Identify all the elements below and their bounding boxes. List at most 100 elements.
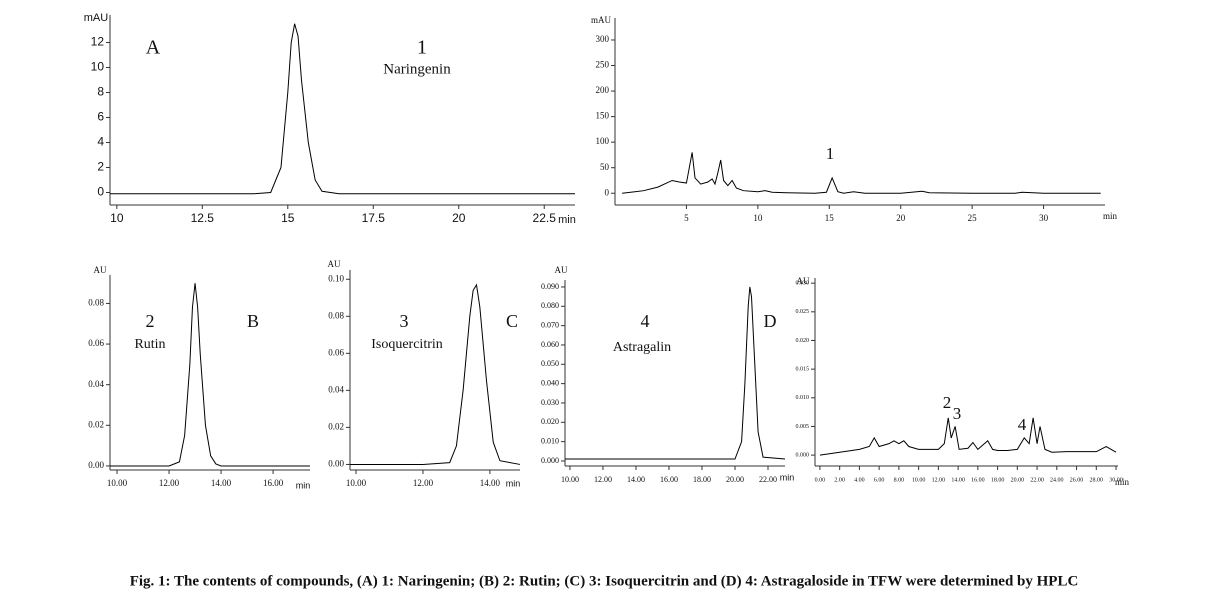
x-tick-label: 0.00 xyxy=(815,477,826,483)
x-tick-label: 28.00 xyxy=(1090,477,1104,483)
y-tick-label: 2 xyxy=(97,160,104,174)
annotation: 3 xyxy=(400,311,409,331)
annotation: 1 xyxy=(826,144,835,163)
y-tick-label: 0.030 xyxy=(796,281,810,287)
x-tick-label: 16.00 xyxy=(660,475,678,484)
x-tick-label: 14.00 xyxy=(480,478,501,488)
x-tick-label: 10.00 xyxy=(346,478,367,488)
x-tick-label: 25 xyxy=(968,213,978,223)
annotation: Isoquercitrin xyxy=(371,337,443,352)
chromatogram-line xyxy=(110,283,310,467)
y-tick-label: 0.070 xyxy=(541,320,559,329)
x-tick-label: 10.00 xyxy=(912,477,926,483)
x-tick-label: 20.00 xyxy=(726,475,744,484)
x-axis-label: min xyxy=(780,472,795,482)
x-tick-label: 14.00 xyxy=(211,478,232,488)
y-tick-label: 12 xyxy=(91,35,105,49)
y-tick-label: 0.10 xyxy=(328,273,344,283)
annotation: C xyxy=(506,311,518,331)
y-tick-label: 0.010 xyxy=(541,436,559,445)
annotation: 1 xyxy=(417,37,427,59)
x-tick-label: 10.00 xyxy=(107,478,128,488)
chart-panel: 0.00 0.02 0.04 0.06 0.08 10.00 12.00 14.00 16.00… xyxy=(88,265,310,490)
y-tick-label: 0.020 xyxy=(541,417,559,426)
chromatogram-line xyxy=(622,152,1101,194)
x-tick-label: 12.00 xyxy=(932,477,946,483)
chromatogram-line xyxy=(350,283,521,465)
x-tick-label: 4.00 xyxy=(854,477,865,483)
x-tick-label: 30.00 xyxy=(1109,477,1123,483)
x-tick-label: 6.00 xyxy=(874,477,885,483)
y-axis-label: AU xyxy=(328,259,341,269)
y-tick-label: 0 xyxy=(605,187,610,197)
x-tick-label: 2.00 xyxy=(834,477,845,483)
annotation: B xyxy=(247,311,259,331)
y-tick-label: 0.08 xyxy=(88,298,104,308)
chart-panel: 0 2 4 6 8 10 12 10 12.5 15 17.5 20 22.5 mAU min A 1 Narin… xyxy=(84,12,576,226)
x-tick-label: 12.00 xyxy=(594,475,612,484)
y-axis-label: mAU xyxy=(591,15,612,25)
y-tick-label: 150 xyxy=(596,111,610,121)
y-axis-label: AU xyxy=(555,265,568,275)
x-tick-label: 20 xyxy=(452,211,466,225)
annotation: Astragalin xyxy=(613,340,671,355)
y-tick-label: 0.030 xyxy=(541,398,559,407)
x-tick-label: 22.00 xyxy=(759,475,777,484)
x-tick-label: 20 xyxy=(896,213,906,223)
x-axis-label: min xyxy=(1103,211,1118,221)
y-tick-label: 0.04 xyxy=(328,384,344,394)
y-tick-label: 0.000 xyxy=(541,456,559,465)
y-tick-label: 0.020 xyxy=(796,338,810,344)
x-tick-label: 12.00 xyxy=(159,478,180,488)
y-tick-label: 0.090 xyxy=(541,282,559,291)
annotation: A xyxy=(146,37,161,59)
x-tick-label: 20.00 xyxy=(1011,477,1025,483)
x-axis-label: min xyxy=(558,214,576,226)
x-tick-label: 12.00 xyxy=(413,478,434,488)
caption: Fig. 1: The contents of compounds, (A) 1… xyxy=(130,573,1079,589)
annotation: 3 xyxy=(953,404,962,423)
chromatogram-line xyxy=(819,417,1117,456)
y-tick-label: 0.000 xyxy=(796,452,810,458)
y-tick-label: 0.06 xyxy=(88,338,104,348)
x-tick-label: 18.00 xyxy=(693,475,711,484)
x-tick-label: 22.5 xyxy=(533,211,557,225)
y-tick-label: 4 xyxy=(97,135,104,149)
y-tick-label: 0.050 xyxy=(541,359,559,368)
y-axis-label: AU xyxy=(797,276,810,286)
y-tick-label: 100 xyxy=(596,136,610,146)
x-axis-label: min xyxy=(1115,477,1130,487)
annotation: Rutin xyxy=(134,337,165,352)
y-tick-label: 0.010 xyxy=(796,395,810,401)
annotation: 2 xyxy=(146,311,155,331)
chart-panel: 0.000 0.005 0.010 0.015 0.020 0.025 0.030 0.00 2… xyxy=(796,276,1130,487)
chart-panel: 0.000 0.010 0.020 0.030 0.040 0.050 0.060 0.070… xyxy=(541,265,794,484)
annotation: Naringenin xyxy=(383,61,451,77)
y-tick-label: 0.015 xyxy=(796,367,810,373)
x-tick-label: 10 xyxy=(753,213,763,223)
x-tick-label: 5 xyxy=(684,213,689,223)
x-tick-label: 18.00 xyxy=(991,477,1005,483)
y-tick-label: 0.06 xyxy=(328,347,344,357)
y-tick-label: 0.08 xyxy=(328,310,344,320)
annotation: 2 xyxy=(943,393,952,412)
x-tick-label: 30 xyxy=(1039,213,1049,223)
annotation: 4 xyxy=(1018,415,1027,434)
y-tick-label: 0.02 xyxy=(328,421,344,431)
y-tick-label: 250 xyxy=(596,60,610,70)
x-tick-label: 16.00 xyxy=(971,477,985,483)
x-tick-label: 15 xyxy=(825,213,835,223)
y-tick-label: 8 xyxy=(97,85,104,99)
y-tick-label: 0.040 xyxy=(541,378,559,387)
y-tick-label: 0.060 xyxy=(541,340,559,349)
x-tick-label: 8.00 xyxy=(894,477,905,483)
chromatogram-line xyxy=(565,286,786,460)
x-tick-label: 12.5 xyxy=(191,211,215,225)
x-axis-label: min xyxy=(506,478,521,488)
x-tick-label: 10.00 xyxy=(561,475,579,484)
x-tick-label: 14.00 xyxy=(627,475,645,484)
y-tick-label: 0.00 xyxy=(88,460,104,470)
chromatogram-line xyxy=(110,23,575,195)
x-tick-label: 10 xyxy=(110,211,124,225)
